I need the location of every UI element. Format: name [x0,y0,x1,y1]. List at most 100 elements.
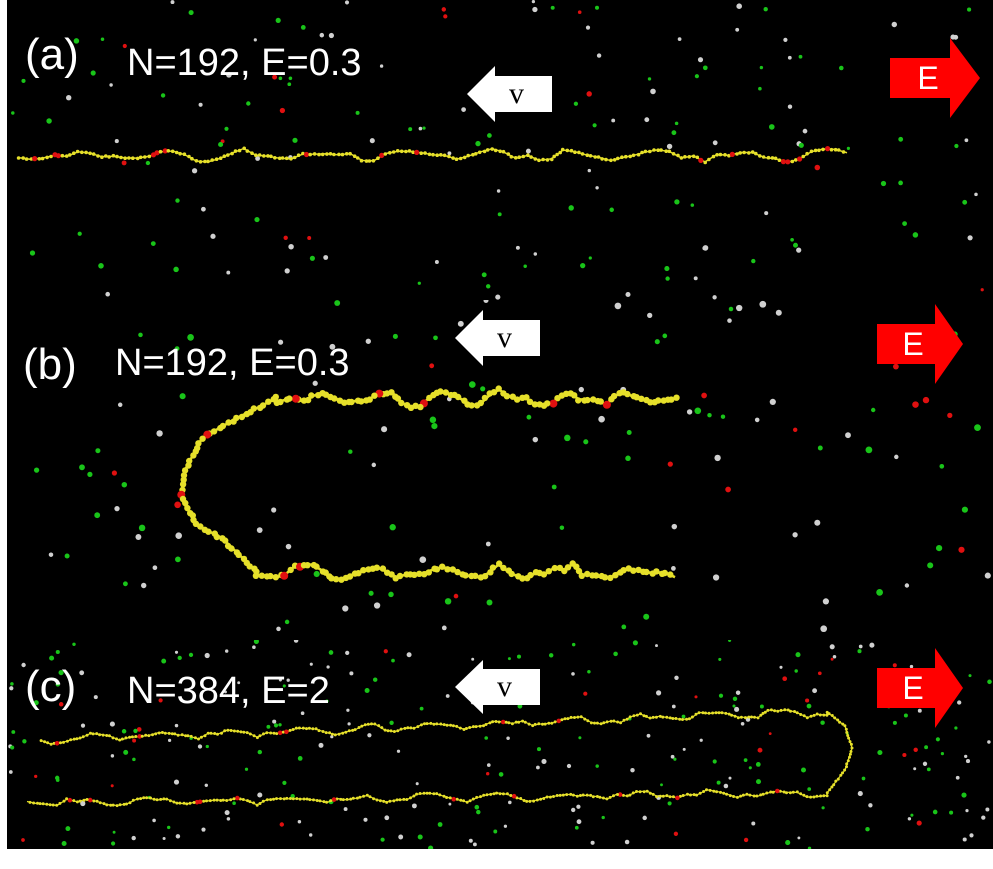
polymer-bead [250,151,254,155]
polymer-bead [314,727,318,731]
polymer-bead [51,803,55,807]
counterion [80,800,86,807]
polymer-bead [703,160,707,165]
velocity-arrow: v [455,660,540,714]
counterion [832,655,837,659]
polymer-bead [239,730,243,734]
panel-a-scene [11,0,984,300]
polymer-bead [635,713,639,717]
counterion [965,809,969,813]
polymer-bead [447,391,455,399]
polymer-bead [531,401,539,408]
counterion [188,652,194,658]
counterion [34,774,38,779]
polymer-bead [222,537,229,544]
polymer-bead [612,572,619,579]
polymer-bead [272,731,276,735]
charged-monomer [291,394,300,403]
counterion [204,652,210,659]
polymer-bead [165,797,169,801]
polymer-bead [759,793,763,797]
counterion [480,386,486,392]
charged-monomer [162,148,168,154]
polymer-bead [392,799,396,803]
polymer-bead [665,794,669,798]
polymer-bead [595,721,599,725]
charged-monomer [280,571,289,580]
polymer-bead [59,741,62,745]
counterion [380,837,385,842]
polymer-bead [454,568,461,576]
counterion [300,711,305,716]
counterion [740,721,745,726]
polymer-bead [373,564,380,571]
counterion [389,524,396,531]
polymer-bead [569,792,573,796]
polymer-bead [689,793,692,797]
polymer-bead [609,158,613,163]
polymer-bead [485,148,490,152]
counterion [822,598,829,605]
counterion [748,766,752,770]
polymer-bead [671,795,675,799]
polymer-bead [576,715,580,719]
polymer-bead [558,150,562,155]
counterion [955,775,960,780]
polymer-bead [537,722,541,726]
polymer-bead [396,729,400,733]
counterion [755,779,762,785]
panel-b-scene [33,300,991,633]
counterion [571,672,575,676]
counterion [793,242,798,248]
polymer-bead [730,713,734,717]
polymer-bead [332,576,340,583]
charged-monomer [797,156,803,162]
polymer-bead [770,156,775,160]
polymer-bead [727,712,731,716]
counterion [175,532,182,539]
polymer-bead [217,424,224,432]
polymer-bead [769,708,773,712]
polymer-bead [474,725,478,729]
counterion [54,775,60,781]
polymer-bead [661,715,665,719]
counterion [795,652,801,658]
charged-monomer [617,792,623,797]
counterion [625,291,631,298]
counterion [278,76,283,81]
counterion [79,670,85,676]
polymer-bead [373,722,377,726]
counterion [574,825,579,830]
polymer-bead [628,715,632,719]
counterion [111,470,117,476]
polymer-bead [236,729,240,733]
polymer-bead [111,153,116,158]
counterion [434,260,439,264]
counterion [571,807,576,813]
polymer-bead [330,732,334,736]
polymer-bead [733,714,737,718]
polymer-bead [478,724,482,728]
polymer-bead [667,149,672,154]
counterion [751,821,756,826]
polymer-bead [644,714,648,718]
counterion [226,817,231,821]
counterion [198,102,203,107]
polymer-bead [159,797,163,801]
polymer-bead [136,797,139,801]
polymer-bead [785,791,788,795]
charged-monomer [277,730,283,736]
polymer-bead [602,721,606,725]
polymer-bead [269,731,273,735]
counterion [892,663,897,668]
polymer-bead [199,435,206,442]
polymer-bead [569,148,574,153]
counterion [792,427,798,433]
counterion [174,723,179,728]
polymer-bead [685,717,689,721]
counterion [673,831,679,836]
polymer-bead [336,397,344,404]
counterion [109,721,115,727]
counterion [596,53,602,58]
counterion [734,706,740,712]
